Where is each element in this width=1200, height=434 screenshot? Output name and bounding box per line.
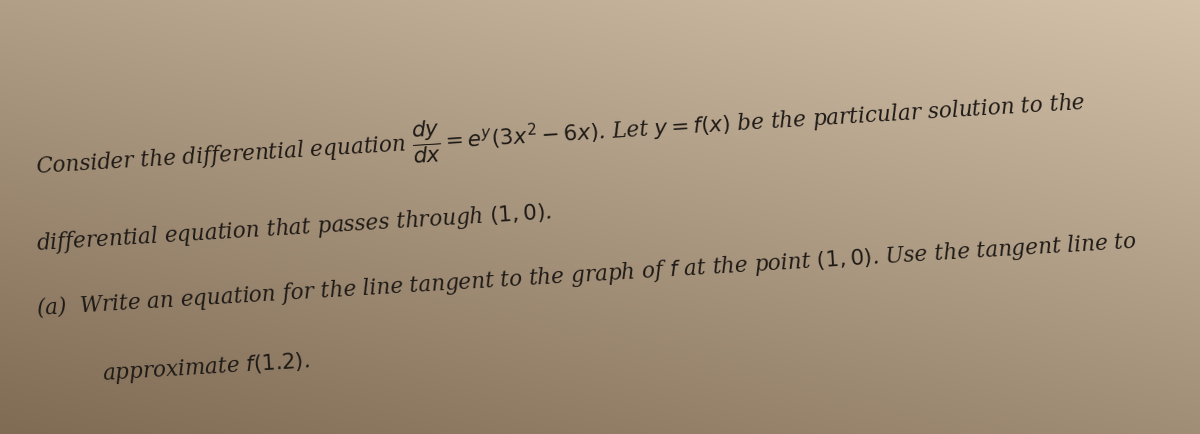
Text: Consider the differential equation $\dfrac{dy}{dx} = e^y\left(3x^2 - 6x\right)$.: Consider the differential equation $\dfr… [35, 78, 1087, 188]
Text: differential equation that passes through $(1, 0)$.: differential equation that passes throug… [35, 199, 552, 256]
Text: (a)  Write an equation for the line tangent to the graph of $f$ at the point $(1: (a) Write an equation for the line tange… [35, 227, 1138, 322]
Text: approximate $f(1.2)$.: approximate $f(1.2)$. [101, 348, 311, 386]
